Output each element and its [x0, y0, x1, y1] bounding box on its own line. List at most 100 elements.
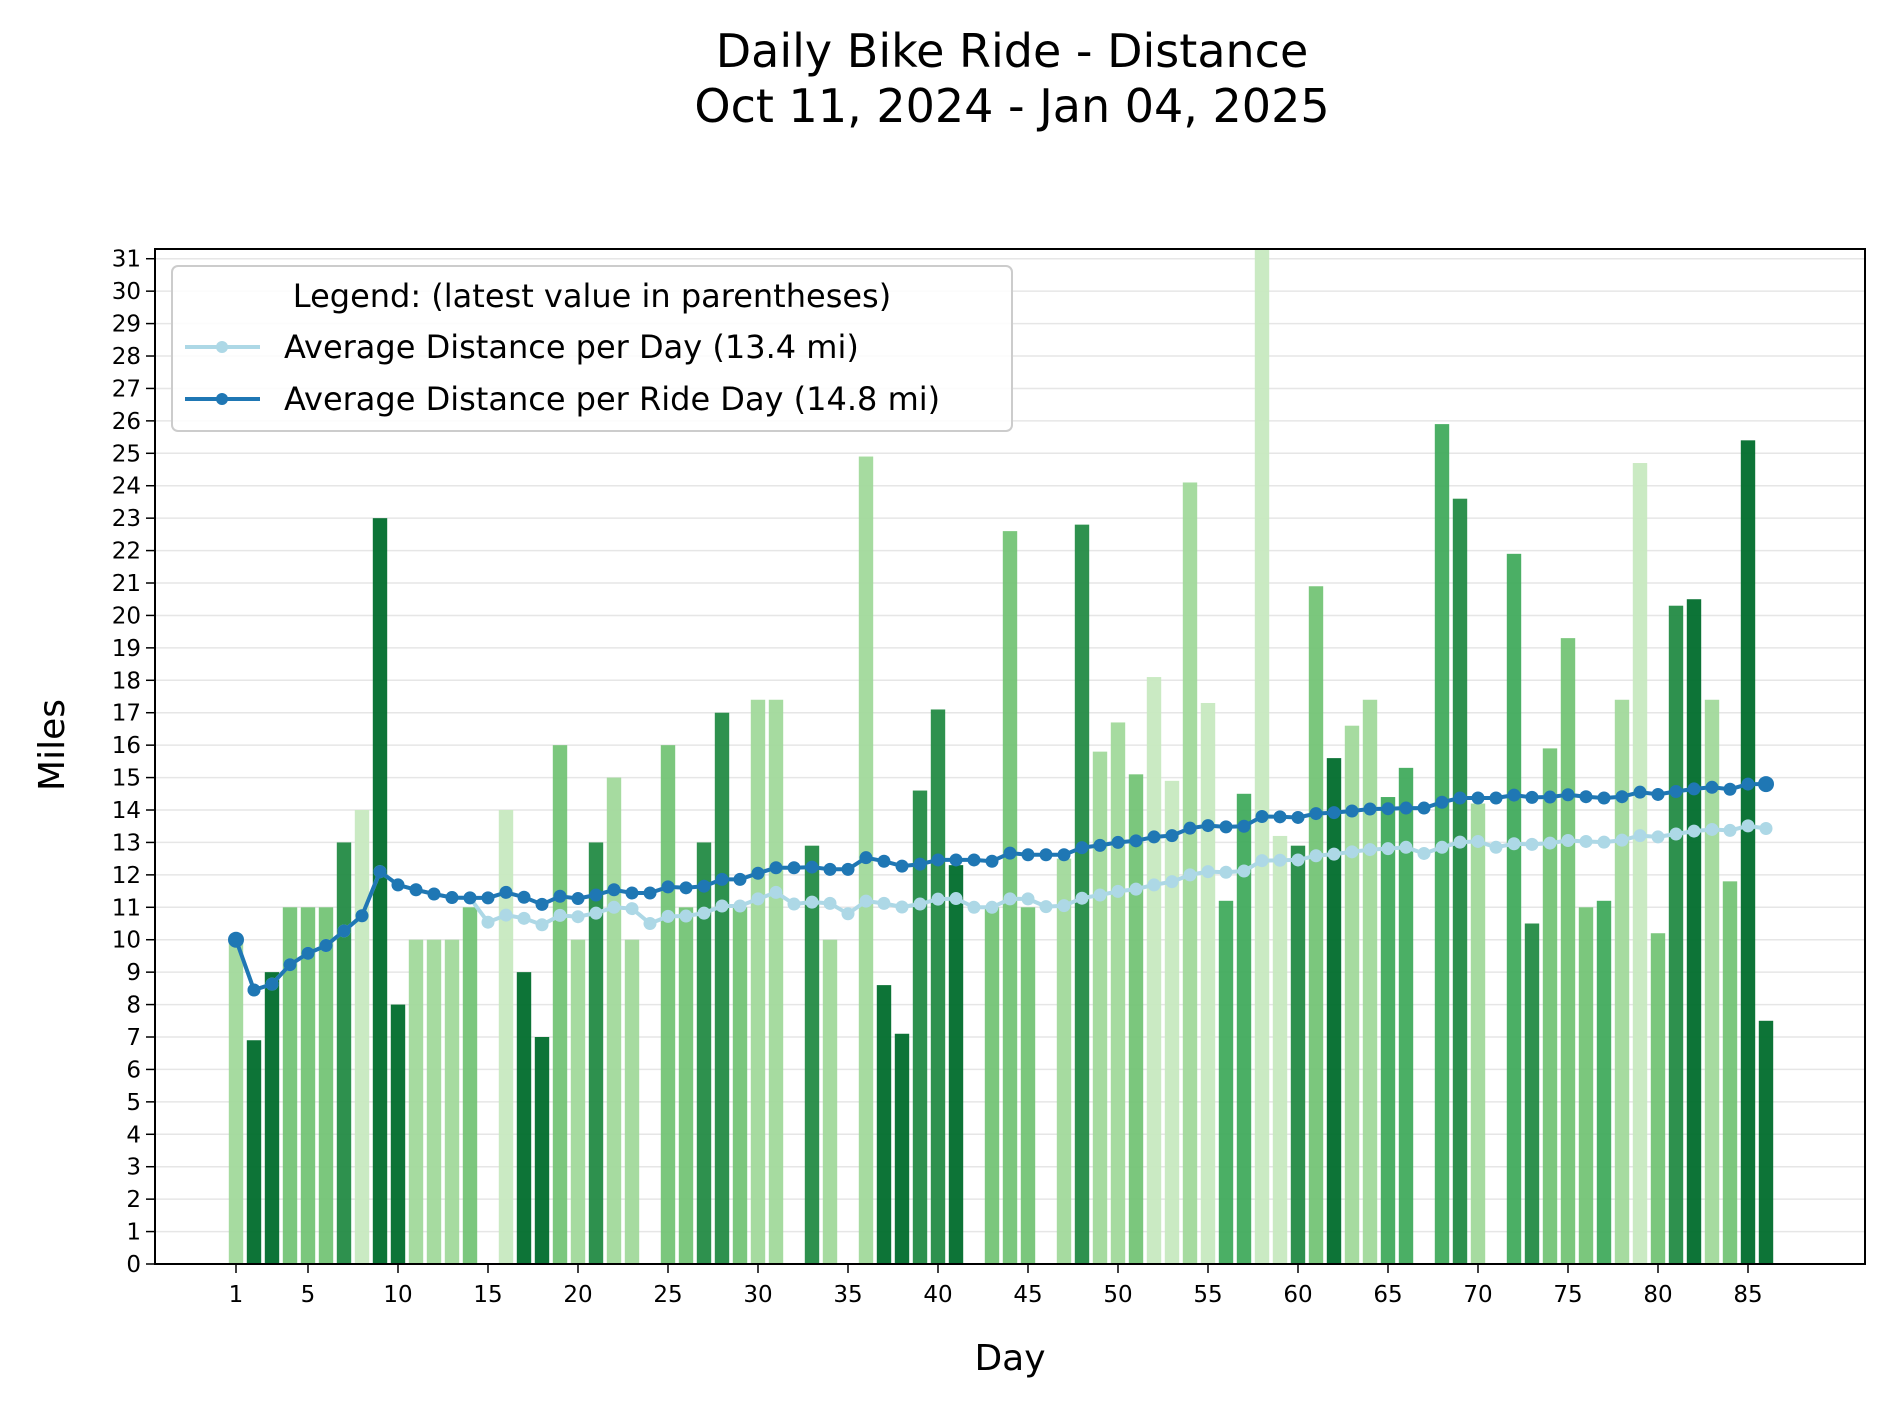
bar [354, 810, 370, 1264]
y-tick-label: 27 [112, 376, 141, 402]
series-point-0 [967, 900, 981, 914]
bar [1110, 722, 1126, 1264]
y-tick-label: 7 [126, 1025, 141, 1051]
series-point-1 [463, 891, 477, 905]
bar [1578, 907, 1594, 1264]
series-point-1 [895, 859, 909, 873]
series-point-1 [1057, 848, 1071, 862]
bar [462, 907, 478, 1264]
bar [804, 845, 820, 1264]
series-point-0 [1255, 854, 1269, 868]
y-tick-label: 17 [112, 701, 141, 727]
y-tick-label: 0 [126, 1252, 141, 1278]
bar [390, 1004, 406, 1264]
series-point-0 [1417, 846, 1431, 860]
series-point-0 [1651, 830, 1665, 844]
series-point-1 [1579, 790, 1593, 804]
series-point-1 [1147, 830, 1161, 844]
series-point-0 [553, 908, 567, 922]
series-point-0 [1453, 835, 1467, 849]
bar [1218, 900, 1234, 1264]
y-tick-label: 21 [112, 571, 141, 597]
bar [282, 907, 298, 1264]
bar [1308, 586, 1324, 1264]
bar [660, 745, 676, 1264]
bar [1398, 767, 1414, 1264]
series-point-1 [625, 886, 639, 900]
series-point-1 [409, 883, 423, 897]
x-tick-label: 15 [473, 1282, 502, 1308]
y-tick-label: 8 [126, 993, 141, 1019]
bar [1236, 793, 1252, 1264]
series-point-0 [1723, 823, 1737, 837]
bar [678, 907, 694, 1264]
series-point-1 [769, 861, 783, 875]
series-point-1 [733, 872, 747, 886]
x-ticks: 1 5 10 15 20 25 30 35 40 45 50 55 60 65 70 75 80 85 [229, 1264, 1763, 1308]
series-point-1 [1669, 785, 1683, 799]
series-point-0 [679, 909, 693, 923]
bar [1326, 758, 1342, 1264]
bar [426, 939, 442, 1264]
series-point-1 [499, 885, 513, 899]
series-point-1 [589, 888, 603, 902]
series-point-1 [1723, 782, 1737, 796]
series-point-1 [228, 931, 244, 948]
bar [930, 709, 946, 1264]
x-tick-label: 50 [1103, 1282, 1132, 1308]
bar [570, 939, 586, 1264]
y-tick-label: 31 [112, 247, 141, 273]
series-point-1 [1741, 777, 1755, 791]
y-tick-label: 23 [112, 506, 141, 532]
series-point-0 [1615, 833, 1629, 847]
series-point-0 [769, 885, 783, 899]
bar [1164, 780, 1180, 1264]
series-point-0 [1003, 892, 1017, 906]
bar [714, 712, 730, 1264]
y-tick-label: 9 [126, 960, 141, 986]
x-tick-label: 85 [1733, 1282, 1762, 1308]
series-point-1 [1165, 829, 1179, 843]
series-point-0 [1633, 829, 1647, 843]
bar [1470, 803, 1486, 1264]
series-point-0 [1309, 849, 1323, 863]
bar [228, 939, 244, 1264]
y-tick-label: 11 [112, 895, 141, 921]
series-point-0 [1669, 827, 1683, 841]
bar [750, 699, 766, 1264]
series-point-1 [1021, 848, 1035, 862]
series-point-1 [319, 939, 333, 953]
y-tick-label: 19 [112, 636, 141, 662]
y-tick-label: 10 [112, 928, 141, 954]
bar [1668, 605, 1684, 1264]
y-tick-label: 30 [112, 279, 141, 305]
x-tick-label: 70 [1463, 1282, 1492, 1308]
x-tick-label: 55 [1193, 1282, 1222, 1308]
series-point-1 [301, 946, 315, 960]
y-axis-label: Miles [32, 699, 73, 791]
series-point-0 [1327, 847, 1341, 861]
series-point-0 [787, 897, 801, 911]
series-point-0 [1021, 892, 1035, 906]
series-point-1 [1507, 788, 1521, 802]
bar [1272, 835, 1288, 1264]
x-tick-label: 75 [1553, 1282, 1582, 1308]
series-point-0 [1579, 834, 1593, 848]
bar [1452, 498, 1468, 1264]
bar [876, 985, 892, 1264]
series-point-1 [1039, 848, 1053, 862]
series-point-1 [1111, 835, 1125, 849]
series-point-1 [265, 977, 279, 991]
bar [552, 745, 568, 1264]
bar [1740, 440, 1756, 1264]
series-point-1 [1561, 788, 1575, 802]
series-point-1 [931, 853, 945, 867]
x-tick-label: 60 [1283, 1282, 1312, 1308]
series-point-1 [1417, 801, 1431, 815]
series-point-0 [1543, 836, 1557, 850]
series-point-1 [787, 861, 801, 875]
bar [1200, 702, 1216, 1264]
series-point-1 [1237, 819, 1251, 833]
bar [516, 972, 532, 1264]
